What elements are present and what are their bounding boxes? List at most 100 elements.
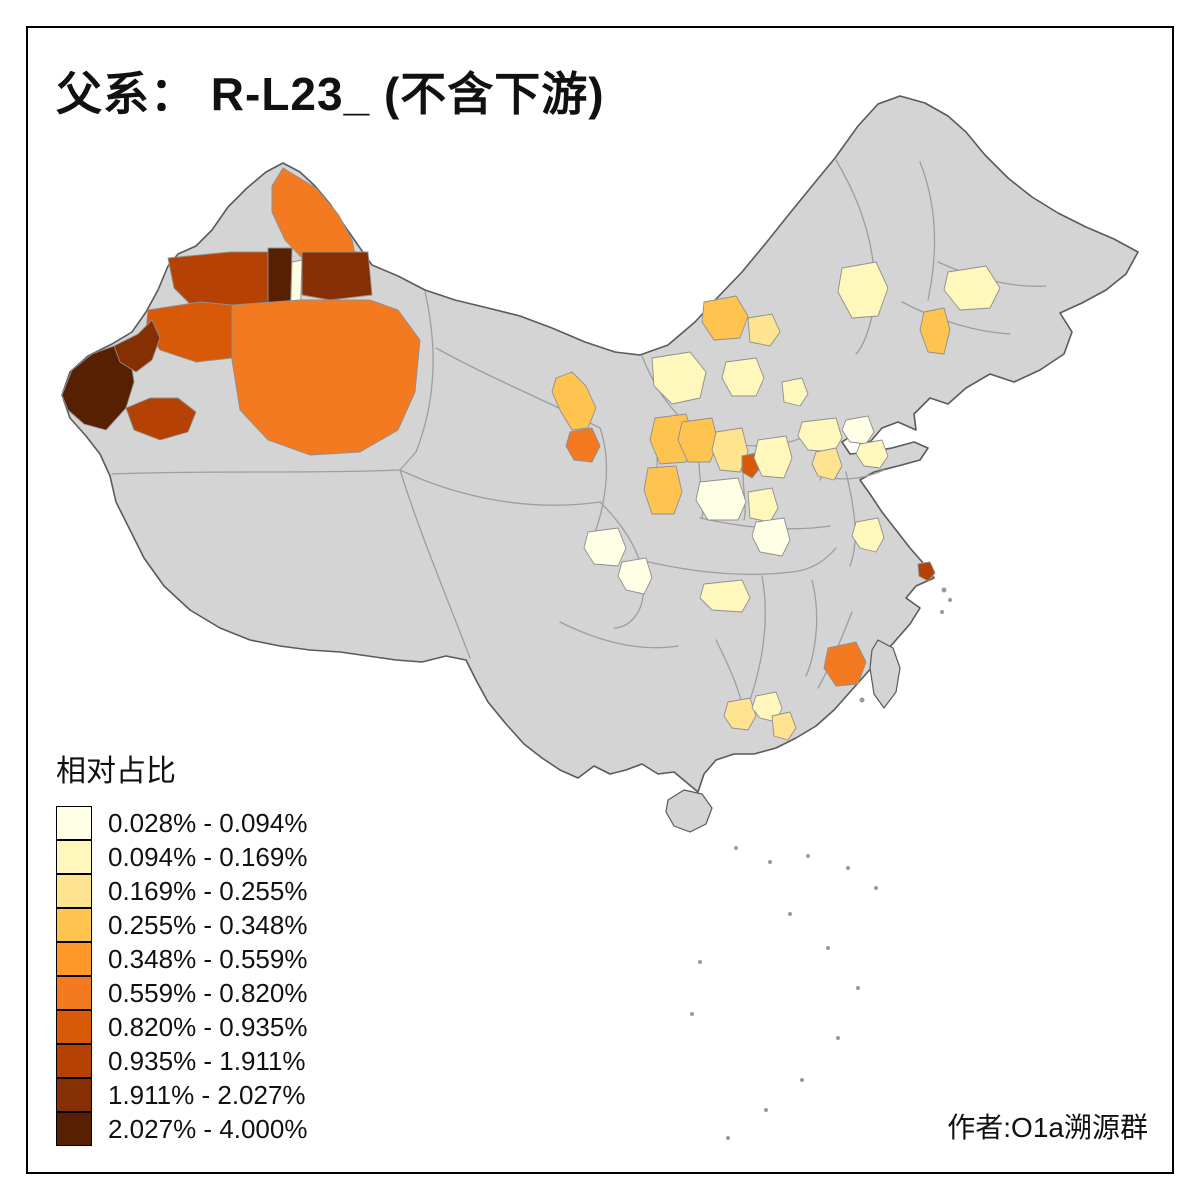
map-region [917, 561, 936, 582]
province-boundary [845, 471, 856, 567]
province-boundary [399, 469, 601, 506]
legend-item: 0.559% - 0.820% [56, 976, 307, 1010]
map-region [811, 447, 843, 481]
map-region [943, 265, 1001, 311]
legend-label: 0.028% - 0.094% [108, 807, 308, 838]
legend-label: 0.935% - 1.911% [108, 1045, 306, 1076]
islet [800, 1078, 804, 1082]
legend-item: 2.027% - 4.000% [56, 1112, 307, 1146]
legend-swatch [56, 874, 92, 908]
legend-label: 0.820% - 0.935% [108, 1011, 308, 1042]
legend-swatch [56, 908, 92, 942]
islet [726, 1136, 730, 1140]
legend-item: 0.255% - 0.348% [56, 908, 307, 942]
legend-item: 0.028% - 0.094% [56, 806, 307, 840]
legend-item: 0.348% - 0.559% [56, 942, 307, 976]
legend-label: 1.911% - 2.027% [108, 1079, 306, 1110]
province-boundary [805, 579, 818, 677]
legend-label: 0.559% - 0.820% [108, 977, 308, 1008]
legend-swatch [56, 806, 92, 840]
map-region [711, 427, 749, 473]
map-region [61, 345, 135, 431]
legend-label: 0.094% - 0.169% [108, 841, 308, 872]
map-region [701, 295, 749, 341]
map-region [837, 261, 889, 319]
map-region [643, 465, 683, 515]
map-region [551, 371, 597, 431]
legend-item: 0.094% - 0.169% [56, 840, 307, 874]
islet [806, 854, 810, 858]
legend-label: 0.348% - 0.559% [108, 943, 308, 974]
province-boundary [111, 469, 401, 475]
legend-item: 0.935% - 1.911% [56, 1044, 307, 1078]
islet [856, 986, 860, 990]
legend-swatch [56, 1010, 92, 1044]
islet [846, 866, 850, 870]
hainan-island [665, 789, 713, 833]
islet [940, 610, 944, 614]
province-boundary [599, 501, 645, 629]
islet [698, 960, 702, 964]
map-region [781, 377, 809, 407]
islet [788, 912, 792, 916]
map-region [695, 477, 747, 521]
taiwan-island [869, 639, 901, 709]
islet [826, 946, 830, 950]
legend: 相对占比 0.028% - 0.094% 0.094% - 0.169% 0.169… [56, 746, 307, 1146]
legend-label: 2.027% - 4.000% [108, 1113, 308, 1144]
map-region [723, 697, 757, 731]
islet [764, 1108, 768, 1112]
legend-item: 1.911% - 2.027% [56, 1078, 307, 1112]
map-region [771, 711, 797, 741]
map-region [747, 487, 779, 523]
legend-items: 0.028% - 0.094% 0.094% - 0.169% 0.169% - 0… [56, 806, 307, 1146]
islet [768, 860, 772, 864]
map-region [301, 251, 373, 301]
legend-swatch [56, 1044, 92, 1078]
province-boundary [901, 301, 1011, 335]
map-region [753, 435, 793, 479]
province-boundary [399, 291, 434, 471]
legend-swatch [56, 942, 92, 976]
islet [941, 587, 947, 593]
legend-swatch [56, 840, 92, 874]
islet [859, 697, 865, 703]
legend-swatch [56, 976, 92, 1010]
legend-item: 0.820% - 0.935% [56, 1010, 307, 1044]
islet [836, 1036, 840, 1040]
legend-label: 0.169% - 0.255% [108, 875, 308, 906]
sea-islets [690, 587, 952, 1140]
province-boundary [591, 427, 608, 541]
map-region [751, 517, 791, 557]
province-boundary [639, 547, 837, 575]
map-title: 父系： R-L23_ (不含下游) [56, 68, 605, 120]
attribution: 作者:O1a溯源群 [947, 1112, 1148, 1143]
map-region [583, 527, 627, 567]
map-region [565, 427, 601, 463]
china-mainland [61, 95, 1139, 793]
map-region [747, 313, 781, 347]
islet [734, 846, 738, 850]
legend-label: 0.255% - 0.348% [108, 909, 308, 940]
map-region [617, 557, 653, 595]
map-region [699, 579, 751, 613]
map-region [651, 351, 707, 405]
province-boundary [559, 621, 679, 649]
map-region [125, 397, 197, 441]
islet [948, 598, 952, 602]
map-region [721, 357, 765, 397]
legend-title: 相对占比 [56, 755, 176, 788]
map-region [919, 307, 951, 355]
map-region [231, 299, 421, 456]
map-region [823, 641, 867, 687]
map-region [677, 417, 719, 463]
legend-swatch [56, 1078, 92, 1112]
map-region [841, 415, 875, 445]
province-boundary [399, 469, 471, 659]
legend-item: 0.169% - 0.255% [56, 874, 307, 908]
legend-swatch [56, 1112, 92, 1146]
province-boundary [919, 161, 936, 301]
province-boundary [749, 575, 766, 701]
